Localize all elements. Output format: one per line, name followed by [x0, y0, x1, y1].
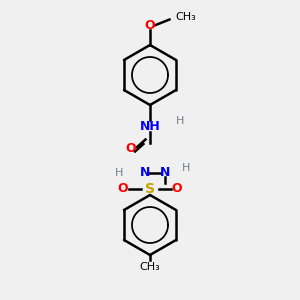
Text: O: O	[172, 182, 182, 196]
Text: CH₃: CH₃	[176, 11, 196, 22]
Text: O: O	[145, 19, 155, 32]
Text: N: N	[140, 166, 151, 179]
Text: H: H	[176, 116, 184, 127]
Text: N: N	[160, 166, 170, 179]
Text: O: O	[118, 182, 128, 196]
Text: CH₃: CH₃	[140, 262, 160, 272]
Text: H: H	[182, 163, 190, 173]
Text: O: O	[125, 142, 136, 155]
Text: S: S	[145, 182, 155, 196]
Text: NH: NH	[140, 119, 160, 133]
Text: H: H	[115, 167, 123, 178]
